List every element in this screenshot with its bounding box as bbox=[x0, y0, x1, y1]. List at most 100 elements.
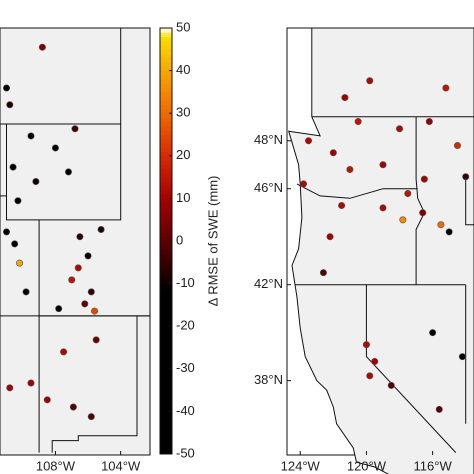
colorbar-tick-label: 30 bbox=[176, 105, 190, 120]
colorbar-cell bbox=[160, 411, 172, 417]
colorbar-cell bbox=[160, 70, 172, 76]
colorbar-cell bbox=[160, 223, 172, 229]
station bbox=[379, 204, 387, 212]
colorbar-cell bbox=[160, 198, 172, 204]
colorbar-cell bbox=[160, 258, 172, 263]
state-border bbox=[415, 116, 425, 285]
colorbar-cell bbox=[160, 91, 172, 97]
station bbox=[68, 276, 76, 284]
colorbar-cell bbox=[160, 96, 172, 101]
y-tick-label: 46°N bbox=[254, 180, 283, 195]
station bbox=[399, 216, 407, 224]
colorbar-cell bbox=[160, 253, 172, 259]
station bbox=[338, 202, 346, 210]
station bbox=[84, 252, 92, 260]
colorbar-cell bbox=[160, 445, 172, 451]
land bbox=[287, 27, 474, 474]
colorbar-cell bbox=[160, 381, 172, 387]
station bbox=[346, 166, 354, 174]
state-border bbox=[51, 315, 138, 453]
colorbar-cell bbox=[160, 36, 172, 42]
station bbox=[3, 228, 11, 236]
colorbar-cell bbox=[160, 292, 172, 297]
colorbar-cell bbox=[160, 74, 172, 80]
right-map: 124°W 120°W 116°W 48°N 46°N 42°N 38°N bbox=[254, 27, 474, 474]
colorbar-label: Δ RMSE of SWE (mm) bbox=[205, 176, 220, 307]
station bbox=[43, 396, 51, 404]
station bbox=[404, 190, 412, 198]
colorbar-cell bbox=[160, 53, 172, 59]
state-border bbox=[0, 123, 122, 221]
colorbar-cell bbox=[160, 377, 172, 383]
colorbar-cell bbox=[160, 151, 172, 157]
colorbar-cell bbox=[160, 236, 172, 242]
station bbox=[458, 353, 466, 361]
station bbox=[6, 384, 14, 392]
colorbar-cell bbox=[160, 390, 172, 395]
colorbar-cell bbox=[160, 83, 172, 89]
colorbar-cell bbox=[160, 121, 172, 127]
colorbar-cell bbox=[160, 206, 172, 212]
station bbox=[329, 149, 337, 157]
station bbox=[362, 341, 370, 349]
station bbox=[354, 118, 362, 126]
station bbox=[64, 168, 72, 176]
colorbar-cell bbox=[160, 356, 172, 361]
colorbar-cell bbox=[160, 313, 172, 319]
station bbox=[69, 403, 77, 411]
colorbar-cell bbox=[160, 28, 172, 33]
station bbox=[326, 233, 334, 241]
colorbar-cell bbox=[160, 202, 172, 208]
x-tick-label: 116°W bbox=[414, 458, 453, 473]
colorbar-cell bbox=[160, 45, 172, 50]
station bbox=[429, 329, 437, 337]
colorbar-tick-label: 20 bbox=[176, 147, 190, 162]
colorbar-cell bbox=[160, 419, 172, 425]
colorbar-cell bbox=[160, 334, 172, 340]
station bbox=[55, 305, 63, 313]
colorbar-cell bbox=[160, 407, 172, 412]
station bbox=[462, 173, 470, 181]
colorbar-cell bbox=[160, 394, 172, 400]
station bbox=[453, 142, 461, 150]
colorbar-cell bbox=[160, 241, 172, 246]
colorbar-cell bbox=[160, 134, 172, 140]
colorbar-cell bbox=[160, 177, 172, 182]
colorbar-cell bbox=[160, 147, 172, 153]
colorbar-cell bbox=[160, 62, 172, 67]
colorbar-tick-label: 10 bbox=[176, 190, 190, 205]
colorbar-cell bbox=[160, 364, 172, 370]
colorbar-cell bbox=[160, 138, 172, 144]
colorbar-cell bbox=[160, 130, 172, 135]
colorbar-cell bbox=[160, 185, 172, 191]
colorbar-cell bbox=[160, 194, 172, 199]
x-tick-label: 124°W bbox=[281, 458, 321, 473]
colorbar-cell bbox=[160, 441, 172, 446]
station bbox=[74, 264, 82, 272]
station bbox=[425, 118, 433, 126]
colorbar-cell bbox=[160, 360, 172, 366]
map-frame bbox=[0, 27, 151, 456]
colorbar-cell bbox=[160, 100, 172, 106]
station bbox=[371, 357, 379, 365]
colorbar-cell bbox=[160, 211, 172, 216]
colorbar-cell bbox=[160, 300, 172, 306]
station bbox=[76, 233, 84, 241]
x-tick-label: 104°W bbox=[101, 458, 141, 473]
colorbar-cell bbox=[160, 368, 172, 374]
station bbox=[27, 379, 35, 387]
station bbox=[396, 125, 404, 133]
colorbar-cell bbox=[160, 215, 172, 221]
station bbox=[91, 307, 99, 315]
station bbox=[366, 77, 374, 85]
station bbox=[14, 197, 22, 205]
colorbar-cell bbox=[160, 330, 172, 336]
colorbar-cell bbox=[160, 343, 172, 348]
station bbox=[379, 161, 387, 169]
colorbar-cell bbox=[160, 66, 172, 72]
colorbar-cell bbox=[160, 283, 172, 289]
colorbar-cell bbox=[160, 351, 172, 357]
x-tick-label: 108°W bbox=[36, 458, 76, 473]
station bbox=[81, 300, 89, 308]
colorbar-tick-label: -50 bbox=[176, 445, 195, 460]
